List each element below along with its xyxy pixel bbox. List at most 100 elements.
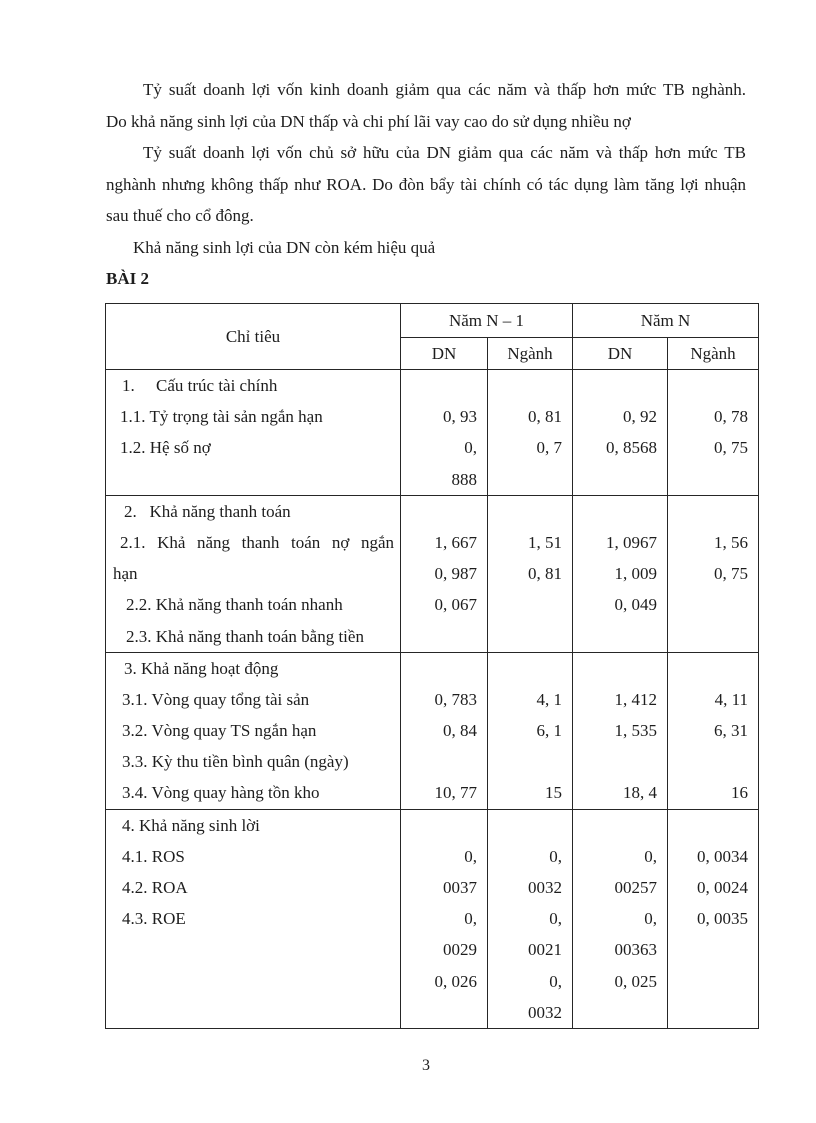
value-line [574, 746, 667, 777]
value-line [669, 370, 758, 401]
header-cell-sub-2: DN [572, 337, 669, 370]
value-line [402, 810, 487, 841]
criteria-cell: 4. Khả năng sinh lời 4.1. ROS 4.2. ROA 4.3.… [105, 808, 401, 1029]
criteria-line: 1.2. Hệ số nợ [120, 438, 211, 458]
value-line: 0, 81 [528, 564, 563, 584]
value-line: 0037 [443, 878, 477, 897]
table-section-row: 3. Khả năng hoạt động 3.1. Vòng quay tổng… [105, 651, 760, 810]
value-line: 0, 7 [536, 438, 563, 458]
value-line [574, 370, 667, 401]
value-line: 1, 535 [614, 721, 658, 741]
value-line: 4, 11 [714, 689, 749, 709]
value-line: 0, 026 [434, 971, 478, 991]
value-line [669, 934, 758, 965]
criteria-line: hạn [113, 564, 138, 584]
value-cell: 0, 93 0, 888 [400, 369, 488, 496]
value-line [489, 370, 572, 401]
value-line: 00363 [614, 940, 658, 960]
criteria-line: 3.2. Vòng quay TS ngắn hạn [122, 721, 317, 741]
table-section-row: 4. Khả năng sinh lời 4.1. ROS 4.2. ROA 4.3.… [105, 808, 760, 1029]
value-line: 1, 667 [434, 532, 478, 552]
value-line: 0, 0034 [697, 846, 749, 866]
value-line: 15 [545, 783, 563, 803]
value-line [402, 653, 487, 684]
value-cell: 1, 56 0, 75 [667, 494, 760, 653]
criteria-line: 2.1. Khả năng thanh toán nợ ngắn [120, 532, 394, 552]
value-line: 0, 987 [434, 564, 478, 584]
value-cell: 4, 1 6, 1 15 [486, 651, 574, 810]
value-cell: 4, 11 6, 31 16 [667, 651, 760, 810]
value-line: 0, [549, 846, 563, 866]
value-line [402, 621, 487, 652]
criteria-line: 1. Cấu trúc tài chính [122, 376, 278, 395]
value-line: 0, 0024 [697, 878, 749, 897]
criteria-line: 4.2. ROA [122, 878, 188, 897]
value-line [669, 496, 758, 527]
value-line: 0, 75 [714, 438, 749, 458]
value-cell: 1, 412 1, 535 18, 4 [572, 651, 669, 810]
value-cell: 1, 0967 1, 009 0, 049 [572, 494, 669, 653]
value-line: 0, 84 [443, 721, 477, 741]
value-line: 0032 [528, 1002, 563, 1022]
value-line: 0, [549, 971, 563, 991]
value-line: 0, 049 [614, 595, 658, 615]
value-line: 0, [464, 909, 477, 929]
value-cell: 0, 0034 0, 0024 0, 0035 [667, 808, 760, 1029]
value-line [669, 746, 758, 777]
header-cell-sub-1: Ngành [486, 337, 574, 370]
body-paragraphs: Tỷ suất doanh lợi vốn kinh doanh giảm qu… [106, 74, 746, 263]
value-line: 0, [464, 846, 477, 866]
value-line: 0, 025 [614, 971, 658, 991]
value-line: 4, 1 [536, 689, 563, 709]
table-body: 1. Cấu trúc tài chính 1.1. Tỷ trọng tài s… [105, 369, 760, 1029]
value-line [402, 370, 487, 401]
header-cell-sub-3: Ngành [667, 337, 760, 370]
value-line: 0, 92 [623, 407, 658, 427]
value-line: 0, [549, 909, 563, 929]
value-cell: 0, 783 0, 84 10, 77 [400, 651, 488, 810]
value-line [669, 997, 758, 1028]
criteria-line: 3.1. Vòng quay tổng tài sản [122, 689, 310, 709]
criteria-line: 3.4. Vòng quay hàng tồn kho [122, 783, 320, 803]
value-line [669, 653, 758, 684]
value-line: 0, 78 [714, 407, 749, 427]
criteria-line: 2.2. Khả năng thanh toán nhanh [126, 595, 343, 615]
table-section-row: 2. Khả năng thanh toán 2.1. Khả năng than… [105, 494, 760, 653]
table-header-row-groups: Chỉ tiêu Năm N – 1 Năm N [105, 303, 760, 370]
value-cell: 0, 78 0, 75 [667, 369, 760, 496]
value-line [489, 621, 572, 652]
value-line: 10, 77 [434, 783, 478, 803]
criteria-line: 2. Khả năng thanh toán [124, 501, 291, 521]
criteria-line: 2.3. Khả năng thanh toán bằng tiền [126, 626, 364, 646]
value-line [489, 810, 572, 841]
value-line: 0, 783 [434, 689, 478, 709]
paragraph-line: Tỷ suất doanh lợi vốn kinh doanh giảm qu… [143, 80, 746, 99]
criteria-line [107, 934, 400, 965]
value-line: 1, 009 [614, 564, 658, 584]
criteria-line [107, 966, 400, 997]
value-line [669, 464, 758, 495]
criteria-cell: 2. Khả năng thanh toán 2.1. Khả năng than… [105, 494, 401, 653]
header-cell-criteria: Chỉ tiêu [105, 303, 401, 370]
value-cell: 0, 92 0, 8568 [572, 369, 669, 496]
paragraph-line: Khả năng sinh lợi của DN còn kém hiệu qu… [133, 237, 436, 257]
section-heading: BÀI 2 [106, 269, 149, 288]
value-line: 1, 56 [714, 532, 749, 552]
page-number: 3 [422, 1057, 430, 1074]
value-line: 0, 75 [714, 564, 749, 584]
value-line: 6, 1 [536, 721, 563, 741]
criteria-line: 4.3. ROE [122, 909, 186, 929]
value-line: 0021 [528, 940, 563, 960]
financial-ratios-table: Chỉ tiêu Năm N – 1 Năm N DN Ngành DN Ngành … [105, 303, 760, 1029]
value-line [489, 464, 572, 495]
value-line: 0, [464, 438, 477, 458]
value-line [669, 621, 758, 652]
criteria-cell: 1. Cấu trúc tài chính 1.1. Tỷ trọng tài s… [105, 369, 401, 496]
value-line: 1, 51 [528, 532, 563, 552]
criteria-line: 1.1. Tỷ trọng tài sản ngắn hạn [120, 407, 323, 427]
value-line: 0, 93 [443, 407, 477, 427]
value-line [669, 966, 758, 997]
value-line: 0, 8568 [606, 438, 658, 458]
value-line: 00257 [614, 878, 658, 897]
